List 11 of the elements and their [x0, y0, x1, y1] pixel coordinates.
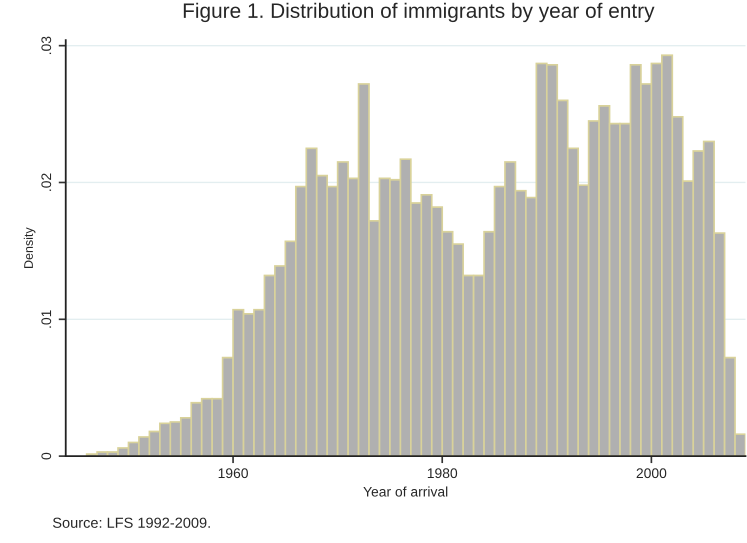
x-tick-label: 1960 — [218, 468, 248, 478]
y-tick-label: 0 — [41, 452, 52, 460]
x-tick-label: 1980 — [428, 468, 458, 478]
chart-title: Figure 1. Distribution of immigrants by year of entry — [184, 2, 654, 22]
x-axis-title: Year of arrival — [363, 486, 448, 497]
y-tick-label: .03 — [41, 36, 52, 54]
y-tick-label: .01 — [41, 310, 52, 328]
y-axis-title: Density — [24, 227, 36, 268]
source-note: Source: LFS 1992-2009. — [52, 518, 210, 528]
x-tick-label: 2000 — [636, 468, 666, 478]
y-tick-label: .02 — [41, 174, 52, 191]
